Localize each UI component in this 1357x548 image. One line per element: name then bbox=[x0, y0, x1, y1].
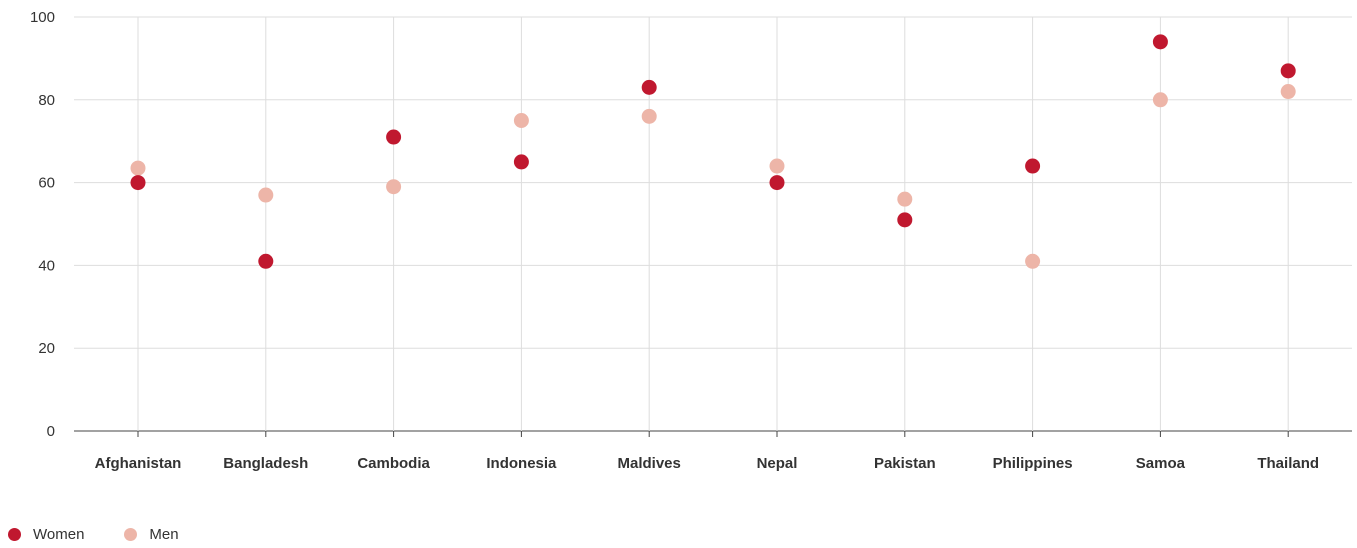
men-point[interactable] bbox=[386, 179, 402, 195]
dot-plot: 0 20 40 60 80 100 Afghanistan Bangladesh Cambodi… bbox=[30, 9, 1352, 472]
men-point[interactable] bbox=[258, 187, 274, 203]
x-tick-label: Philippines bbox=[993, 455, 1073, 472]
women-point[interactable] bbox=[641, 79, 657, 95]
legend-swatch-women bbox=[8, 528, 21, 541]
x-tick-label: Pakistan bbox=[874, 455, 936, 472]
y-tick-label: 20 bbox=[38, 340, 55, 357]
x-tick-label: Samoa bbox=[1136, 455, 1186, 472]
x-tick-label: Nepal bbox=[757, 455, 798, 472]
men-point[interactable] bbox=[641, 108, 657, 124]
men-point[interactable] bbox=[513, 113, 529, 128]
women-point[interactable] bbox=[1025, 158, 1041, 174]
legend-item-men[interactable]: Men bbox=[124, 526, 179, 543]
y-tick-label: 60 bbox=[38, 175, 55, 192]
women-point[interactable] bbox=[513, 154, 529, 170]
y-tick-label: 0 bbox=[47, 423, 55, 440]
men-point[interactable] bbox=[130, 160, 146, 176]
women-point[interactable] bbox=[1152, 34, 1168, 50]
legend-label-women: Women bbox=[33, 526, 85, 543]
women-point[interactable] bbox=[258, 253, 274, 269]
x-tick-label: Cambodia bbox=[357, 455, 430, 472]
women-point[interactable] bbox=[897, 212, 913, 228]
men-point[interactable] bbox=[897, 191, 913, 207]
women-point[interactable] bbox=[1280, 63, 1296, 79]
men-point[interactable] bbox=[1025, 253, 1041, 269]
men-point[interactable] bbox=[769, 158, 785, 174]
y-tick-label: 100 bbox=[30, 9, 55, 26]
x-tick-label: Maldives bbox=[618, 455, 681, 472]
men-point[interactable] bbox=[1152, 92, 1168, 108]
y-tick-label: 40 bbox=[38, 257, 55, 274]
women-point[interactable] bbox=[769, 175, 785, 191]
x-tick-label: Bangladesh bbox=[223, 455, 308, 472]
women-point[interactable] bbox=[130, 175, 146, 191]
x-tick-label: Indonesia bbox=[486, 455, 557, 472]
x-tick-label: Thailand bbox=[1257, 455, 1319, 472]
legend-item-women[interactable]: Women bbox=[8, 526, 84, 543]
y-tick-label: 80 bbox=[38, 92, 55, 109]
women-point[interactable] bbox=[386, 129, 402, 145]
legend-swatch-men bbox=[124, 528, 138, 541]
x-tick-label: Afghanistan bbox=[95, 455, 182, 472]
men-point[interactable] bbox=[1280, 84, 1296, 100]
legend: Women Men bbox=[8, 526, 219, 543]
legend-label-men: Men bbox=[149, 526, 179, 543]
